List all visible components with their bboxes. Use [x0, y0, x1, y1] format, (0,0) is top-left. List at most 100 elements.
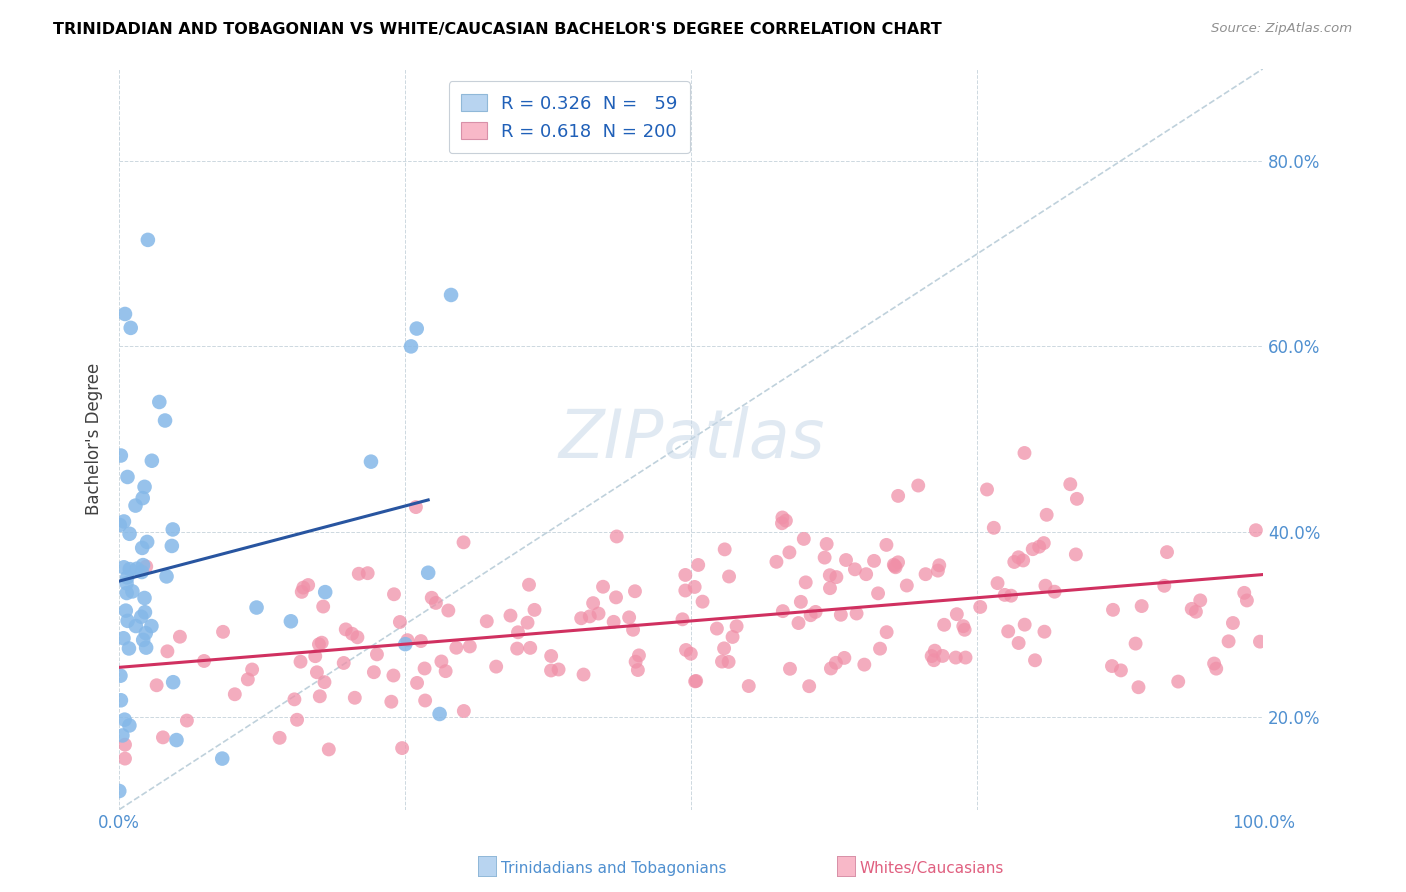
Point: [1102, 603, 1125, 617]
Point: [1007, 550, 1029, 565]
Point: [869, 641, 891, 656]
Point: [887, 489, 910, 503]
Point: [887, 555, 910, 569]
Point: [627, 663, 650, 677]
Point: [675, 643, 697, 657]
Text: TRINIDADIAN AND TOBAGONIAN VS WHITE/CAUCASIAN BACHELOR'S DEGREE CORRELATION CHAR: TRINIDADIAN AND TOBAGONIAN VS WHITE/CAUC…: [53, 22, 942, 37]
Point: [572, 667, 595, 681]
Text: Source: ZipAtlas.com: Source: ZipAtlas.com: [1212, 22, 1353, 36]
Point: [332, 656, 354, 670]
Point: [1181, 602, 1204, 616]
Point: [952, 619, 974, 633]
Point: [135, 640, 157, 655]
Point: [907, 478, 929, 492]
Point: [162, 675, 184, 690]
Point: [453, 704, 475, 718]
Point: [1236, 593, 1258, 607]
Point: [868, 586, 890, 600]
Point: [627, 648, 650, 663]
Point: [118, 562, 141, 576]
Point: [311, 636, 333, 650]
Point: [236, 673, 259, 687]
Point: [799, 679, 821, 693]
Point: [413, 693, 436, 707]
Point: [399, 339, 422, 353]
Point: [312, 599, 335, 614]
Point: [409, 634, 432, 648]
Point: [1022, 542, 1045, 557]
Point: [825, 570, 848, 584]
Point: [969, 599, 991, 614]
Point: [787, 615, 810, 630]
Point: [1032, 536, 1054, 550]
Point: [516, 615, 538, 630]
Point: [117, 614, 139, 628]
Point: [453, 535, 475, 549]
Point: [683, 674, 706, 689]
Point: [434, 664, 457, 678]
Point: [212, 624, 235, 639]
Point: [413, 661, 436, 675]
Point: [547, 663, 569, 677]
Point: [111, 728, 134, 742]
Point: [152, 731, 174, 745]
Point: [517, 578, 540, 592]
Point: [366, 648, 388, 662]
Point: [673, 583, 696, 598]
Point: [405, 500, 427, 514]
Point: [224, 687, 246, 701]
Point: [405, 321, 427, 335]
Point: [134, 591, 156, 605]
Point: [924, 643, 946, 657]
Point: [136, 233, 159, 247]
Point: [1014, 446, 1036, 460]
Point: [1153, 579, 1175, 593]
Point: [156, 644, 179, 658]
Point: [790, 595, 813, 609]
Point: [132, 558, 155, 573]
Point: [685, 673, 707, 688]
Point: [297, 578, 319, 592]
Point: [1130, 599, 1153, 613]
Point: [131, 491, 153, 505]
Point: [688, 558, 710, 572]
Point: [853, 657, 876, 672]
Point: [931, 648, 953, 663]
Point: [420, 591, 443, 605]
Point: [1205, 662, 1227, 676]
Point: [129, 609, 152, 624]
Point: [770, 516, 793, 531]
Point: [814, 550, 837, 565]
Point: [394, 637, 416, 651]
Point: [134, 605, 156, 619]
Point: [955, 650, 977, 665]
Point: [506, 641, 529, 656]
Text: Trinidadians and Tobagonians: Trinidadians and Tobagonians: [501, 862, 725, 876]
Point: [211, 751, 233, 765]
Point: [725, 619, 748, 633]
Point: [1002, 555, 1025, 569]
Point: [815, 537, 838, 551]
Point: [437, 603, 460, 617]
Point: [997, 624, 1019, 639]
Point: [112, 632, 135, 646]
Point: [772, 604, 794, 618]
Point: [176, 714, 198, 728]
Point: [446, 640, 468, 655]
Point: [679, 647, 702, 661]
Point: [396, 633, 419, 648]
Point: [1012, 553, 1035, 567]
Point: [506, 625, 529, 640]
Point: [606, 529, 628, 543]
Point: [946, 607, 969, 622]
Point: [285, 713, 308, 727]
Point: [305, 665, 328, 680]
Point: [110, 693, 132, 707]
Point: [440, 288, 463, 302]
Point: [883, 558, 905, 573]
Point: [193, 654, 215, 668]
Point: [617, 610, 640, 624]
Point: [283, 692, 305, 706]
Point: [114, 738, 136, 752]
Point: [162, 523, 184, 537]
